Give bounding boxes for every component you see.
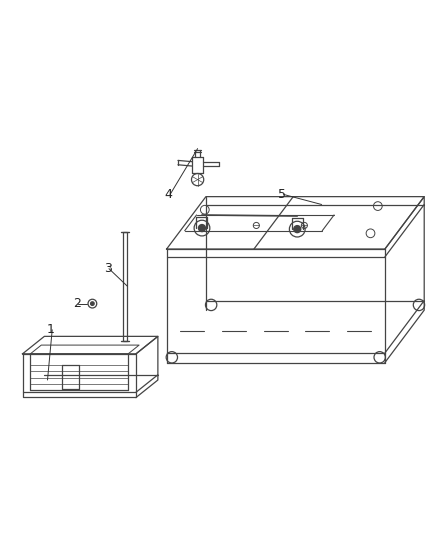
Text: 1: 1 — [47, 324, 55, 336]
Circle shape — [91, 302, 94, 305]
Text: 5: 5 — [278, 188, 286, 201]
Circle shape — [294, 225, 301, 232]
Bar — [123, 231, 127, 341]
Text: 2: 2 — [73, 297, 81, 310]
Text: 4: 4 — [165, 188, 173, 201]
Text: 3: 3 — [104, 262, 112, 275]
Circle shape — [198, 224, 205, 231]
